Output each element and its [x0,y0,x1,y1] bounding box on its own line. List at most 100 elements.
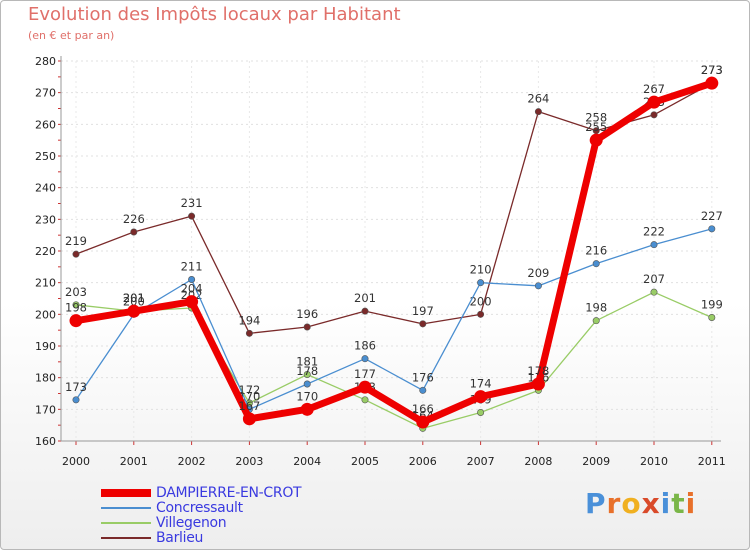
data-label-dampierre-en-crot: 201 [123,291,145,305]
data-label-dampierre-en-crot: 177 [354,367,376,381]
data-point-dampierre-en-crot [531,377,545,391]
legend-swatch-villegenon [101,521,151,524]
data-label-dampierre-en-crot: 198 [65,301,87,315]
series-line-villegenon [75,291,713,429]
data-point-dampierre-en-crot [474,390,488,404]
data-point-concressault [592,260,600,268]
data-point-concressault [361,355,369,363]
data-point-concressault [303,380,311,388]
data-point-villegenon [72,301,80,309]
data-label-barlieu: 226 [123,212,145,226]
x-tick-label: 2007 [467,455,495,468]
data-label-villegenon: 198 [585,301,607,315]
legend-item-barlieu: Barlieu [101,529,301,546]
y-tick-label: 200 [35,308,56,321]
data-point-barlieu [188,212,196,220]
data-label-barlieu: 196 [296,307,318,321]
data-point-barlieu [130,228,138,236]
logo-letter: P [585,487,607,520]
chart-subtitle: (en € et par an) [28,29,115,42]
data-point-concressault [650,241,658,249]
legend-label-dampierre-en-crot: DAMPIERRE-EN-CROT [156,484,302,501]
data-point-concressault [419,386,427,394]
data-label-dampierre-en-crot: 273 [701,63,723,77]
data-point-barlieu [419,320,427,328]
data-point-barlieu [534,108,542,116]
y-tick-label: 180 [35,372,56,385]
data-label-concressault: 186 [354,339,376,353]
legend-label-barlieu: Barlieu [156,529,204,546]
logo-letter: t [671,487,686,520]
data-point-villegenon [303,370,311,378]
legend-item-villegenon: Villegenon [101,514,301,531]
data-point-concressault [72,396,80,404]
data-point-dampierre-en-crot [589,133,603,147]
series-line-barlieu [75,82,713,334]
logo-letter: x [641,487,661,520]
series-line-dampierre-en-crot [72,79,716,426]
x-tick-label: 2004 [293,455,321,468]
data-point-barlieu [245,329,253,337]
data-point-dampierre-en-crot [647,95,661,109]
data-label-concressault: 200 [123,294,145,308]
y-tick-label: 280 [35,55,56,68]
series-line-concressault [75,228,713,410]
data-label-dampierre-en-crot: 170 [296,389,318,403]
data-point-villegenon [361,396,369,404]
data-point-dampierre-en-crot [300,402,314,416]
data-label-barlieu: 258 [585,111,607,125]
logo-letter: i [685,487,697,520]
legend-label-villegenon: Villegenon [156,514,227,531]
data-point-barlieu [72,250,80,258]
data-label-barlieu: 264 [527,92,549,106]
data-label-barlieu: 201 [354,291,376,305]
data-label-villegenon: 172 [238,383,260,397]
legend-swatch-concressault [101,506,151,509]
data-point-dampierre-en-crot [358,380,372,394]
data-label-villegenon: 199 [701,298,723,312]
data-label-concressault: 227 [701,209,723,223]
data-point-barlieu [303,323,311,331]
data-label-concressault: 176 [412,370,434,384]
data-label-concressault: 222 [643,225,665,239]
data-point-villegenon [650,288,658,296]
data-point-dampierre-en-crot [705,76,719,90]
y-tick-label: 240 [35,182,56,195]
logo-letter: i [660,487,672,520]
x-tick-label: 2009 [582,455,610,468]
data-point-barlieu [361,307,369,315]
data-point-dampierre-en-crot [242,412,256,426]
data-label-villegenon: 201 [123,291,145,305]
data-point-concressault [188,275,196,283]
data-label-concressault: 209 [527,266,549,280]
y-tick-label: 210 [35,277,56,290]
data-label-dampierre-en-crot: 174 [470,377,492,391]
data-label-barlieu: 219 [65,234,87,248]
data-label-concressault: 211 [181,260,203,274]
data-point-dampierre-en-crot [185,295,199,309]
data-label-concressault: 173 [65,380,87,394]
logo-letter: o [621,487,642,520]
data-label-barlieu: 231 [181,196,203,210]
y-tick-label: 220 [35,245,56,258]
x-tick-label: 2000 [62,455,90,468]
y-tick-label: 260 [35,118,56,131]
data-point-dampierre-en-crot [69,314,83,328]
chart-title: Evolution des Impôts locaux par Habitant [28,4,401,25]
data-label-dampierre-en-crot: 178 [527,364,549,378]
y-tick-label: 170 [35,403,56,416]
data-point-barlieu [650,111,658,119]
data-point-dampierre-en-crot [127,304,141,318]
x-tick-label: 2006 [409,455,437,468]
x-tick-label: 2008 [524,455,552,468]
y-tick-label: 250 [35,150,56,163]
data-point-barlieu [477,310,485,318]
data-label-concressault: 216 [585,244,607,258]
data-label-dampierre-en-crot: 255 [585,120,607,134]
x-tick-label: 2010 [640,455,668,468]
logo-letter: r [606,487,622,520]
data-label-concressault: 210 [470,263,492,277]
y-tick-label: 270 [35,87,56,100]
data-label-dampierre-en-crot: 166 [412,402,434,416]
